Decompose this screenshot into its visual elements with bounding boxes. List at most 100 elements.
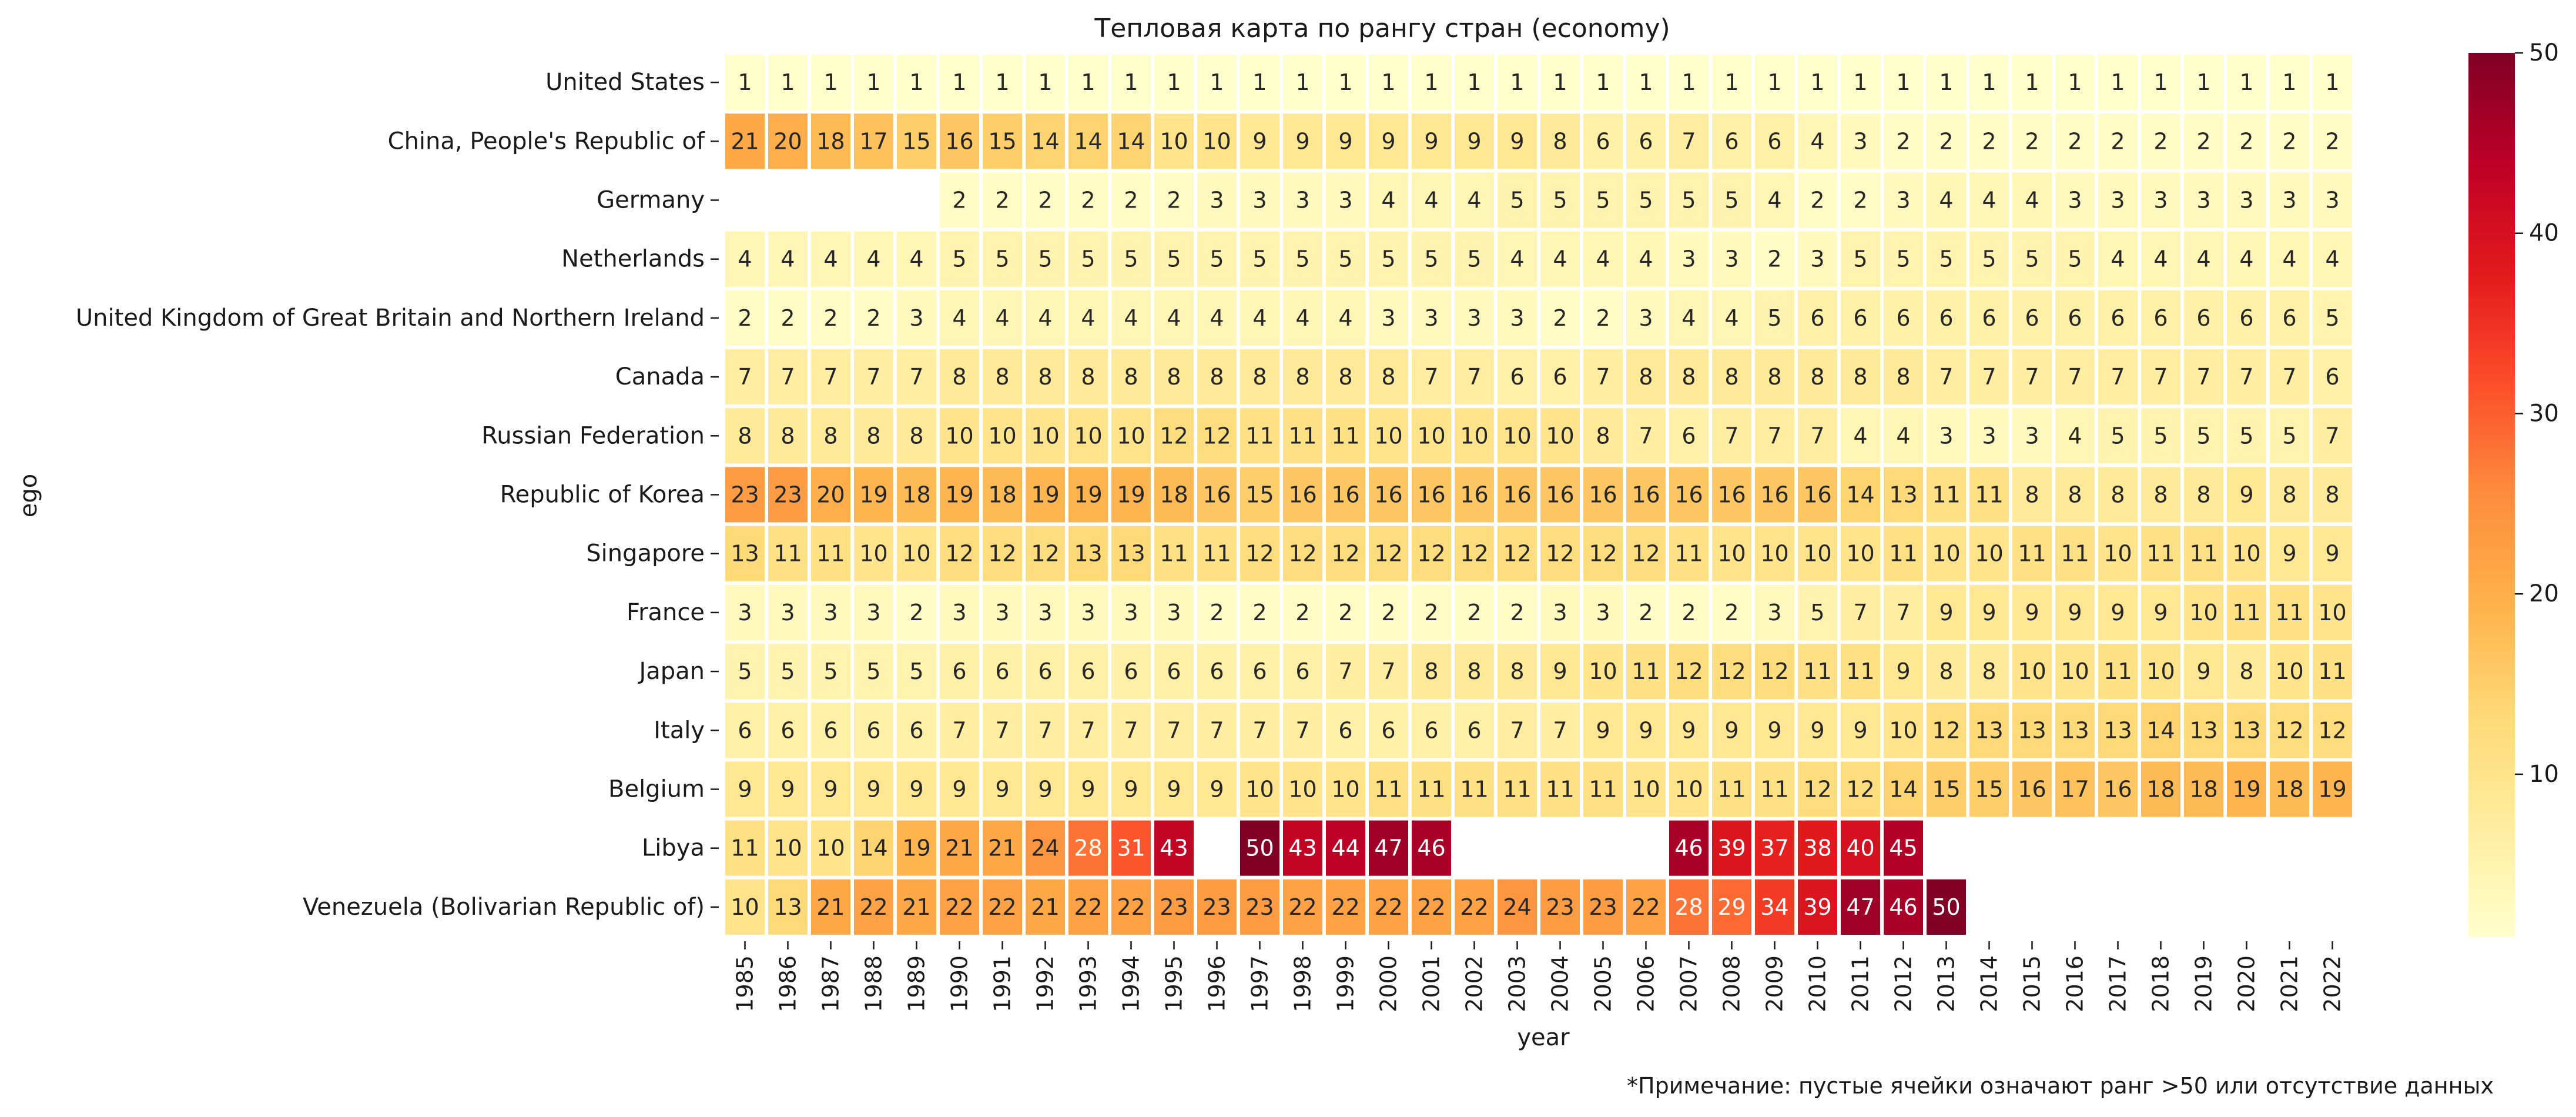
cell-value-label: 6 bbox=[1038, 658, 1052, 684]
cell-value-label: 13 bbox=[2232, 717, 2260, 743]
cell-value-label: 13 bbox=[1975, 717, 2003, 743]
heatmap-cell bbox=[2266, 522, 2313, 585]
heatmap-cell bbox=[1408, 758, 1455, 821]
cell-value-label: 2 bbox=[1167, 188, 1181, 213]
heatmap-cell bbox=[1709, 522, 1755, 585]
cell-value-label: 3 bbox=[780, 600, 795, 626]
cell-value-label: 9 bbox=[1724, 717, 1738, 743]
heatmap-cell bbox=[1194, 404, 1240, 467]
cell-value-label: 22 bbox=[1117, 894, 1145, 920]
x-tick-label: 2008 bbox=[1719, 955, 1745, 1012]
cell-value-label: 2 bbox=[2025, 128, 2039, 154]
cell-value-label: 10 bbox=[1160, 128, 1188, 154]
heatmap-cell bbox=[1494, 228, 1540, 290]
cell-value-label: 10 bbox=[1288, 777, 1317, 802]
x-tick-label: 2006 bbox=[1633, 955, 1659, 1012]
cell-value-label: 9 bbox=[1467, 128, 1481, 154]
cell-value-label: 10 bbox=[859, 541, 887, 567]
cell-value-label: 2 bbox=[995, 188, 1009, 213]
x-tick-label: 1997 bbox=[1247, 955, 1273, 1012]
colorbar-tick-label: 50 bbox=[2529, 39, 2559, 66]
heatmap-cell bbox=[850, 875, 897, 939]
cell-value-label: 10 bbox=[902, 541, 930, 567]
cell-value-label: 5 bbox=[1124, 246, 1138, 272]
cell-value-label: 39 bbox=[1803, 894, 1831, 920]
cell-value-label: 22 bbox=[1374, 894, 1402, 920]
cell-value-label: 16 bbox=[1202, 482, 1231, 508]
cell-value-label: 1 bbox=[2282, 69, 2296, 95]
cell-value-label: 11 bbox=[1760, 777, 1788, 802]
cell-value-label: 4 bbox=[1939, 188, 1953, 213]
heatmap-cell bbox=[2309, 581, 2356, 644]
cell-value-label: 8 bbox=[2282, 482, 2296, 508]
cell-value-label: 9 bbox=[1510, 128, 1524, 154]
cell-value-label: 8 bbox=[1810, 364, 1824, 390]
cell-value-label: 11 bbox=[1374, 777, 1402, 802]
heatmap-cell bbox=[1022, 581, 1068, 644]
cell-value-label: 7 bbox=[823, 364, 838, 390]
cell-value-label: 3 bbox=[2282, 188, 2296, 213]
cell-value-label: 24 bbox=[1031, 835, 1059, 861]
cell-value-label: 5 bbox=[1510, 188, 1524, 213]
cell-value-label: 1 bbox=[1982, 69, 1996, 95]
cell-value-label: 6 bbox=[1639, 128, 1653, 154]
heatmap-cell bbox=[1451, 875, 1498, 939]
cell-value-label: 1 bbox=[2068, 69, 2082, 95]
cell-value-label: 1 bbox=[1681, 69, 1696, 95]
heatmap-cell bbox=[1837, 875, 1884, 939]
cell-value-label: 6 bbox=[2153, 305, 2168, 331]
cell-value-label: 10 bbox=[2189, 600, 2217, 626]
heatmap-cell bbox=[1837, 404, 1884, 467]
cell-value-label: 7 bbox=[1639, 423, 1653, 449]
cell-value-label: 12 bbox=[945, 541, 973, 567]
heatmap-cell bbox=[1065, 404, 1111, 467]
cell-value-label: 1 bbox=[738, 69, 752, 95]
heatmap-cell bbox=[1923, 758, 1969, 821]
cell-value-label: 8 bbox=[1853, 364, 1867, 390]
heatmap-cell bbox=[1623, 758, 1669, 821]
y-tick-label: Venezuela (Bolivarian Republic of) bbox=[303, 894, 705, 921]
cell-value-label: 50 bbox=[1245, 835, 1274, 861]
cell-value-label: 10 bbox=[2061, 658, 2089, 684]
cell-value-label: 2 bbox=[780, 305, 795, 331]
heatmap-cell bbox=[936, 228, 983, 290]
cell-value-label: 5 bbox=[1295, 246, 1309, 272]
cell-value-label: 9 bbox=[1553, 658, 1567, 684]
cell-value-label: 4 bbox=[1681, 305, 1696, 331]
cell-value-label: 10 bbox=[1503, 423, 1531, 449]
cell-value-label: 8 bbox=[1767, 364, 1781, 390]
cell-value-label: 2 bbox=[1896, 128, 1910, 154]
x-tick-label: 1987 bbox=[818, 955, 844, 1012]
cell-value-label: 2 bbox=[2111, 128, 2125, 154]
heatmap-cell bbox=[1751, 640, 1798, 703]
cell-value-label: 11 bbox=[1975, 482, 2003, 508]
cell-value-label: 11 bbox=[773, 541, 802, 567]
cell-value-label: 7 bbox=[1038, 717, 1052, 743]
cell-value-label: 4 bbox=[1724, 305, 1738, 331]
heatmap-cell bbox=[1494, 758, 1540, 821]
cell-value-label: 1 bbox=[1553, 69, 1567, 95]
cell-value-label: 1 bbox=[2025, 69, 2039, 95]
heatmap-cell bbox=[1666, 346, 1712, 409]
cell-value-label: 1 bbox=[1081, 69, 1095, 95]
cell-value-label: 1 bbox=[1724, 69, 1738, 95]
cell-value-label: 6 bbox=[1167, 658, 1181, 684]
cell-value-label: 9 bbox=[1896, 658, 1910, 684]
cell-value-label: 16 bbox=[1331, 482, 1359, 508]
cell-value-label: 11 bbox=[1846, 658, 1874, 684]
heatmap-cell bbox=[1794, 699, 1841, 762]
heatmap-cell bbox=[1794, 640, 1841, 703]
heatmap-cell bbox=[2309, 228, 2356, 290]
cell-value-label: 10 bbox=[1589, 658, 1617, 684]
cell-value-label: 2 bbox=[1853, 188, 1867, 213]
cell-value-label: 4 bbox=[738, 246, 752, 272]
cell-value-label: 10 bbox=[2318, 600, 2346, 626]
heatmap-cell bbox=[722, 522, 768, 585]
heatmap-cell bbox=[1322, 817, 1369, 879]
cell-value-label: 11 bbox=[2103, 658, 2132, 684]
heatmap-cell bbox=[1322, 758, 1369, 821]
cell-value-label: 2 bbox=[1210, 600, 1224, 626]
cell-value-label: 7 bbox=[1510, 717, 1524, 743]
heatmap-cell bbox=[1237, 758, 1283, 821]
cell-value-label: 15 bbox=[1932, 777, 1960, 802]
